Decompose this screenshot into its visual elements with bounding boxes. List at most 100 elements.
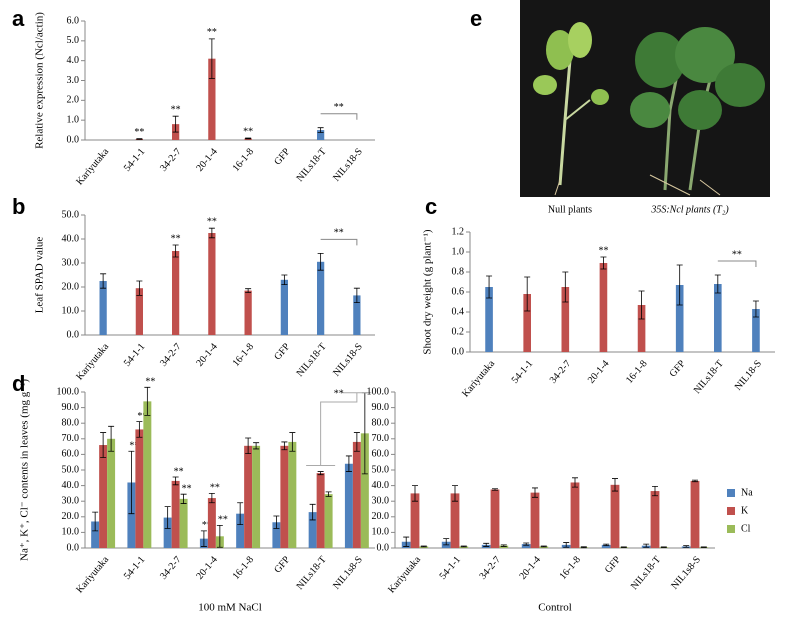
error-bar	[208, 227, 215, 239]
photo-caption: 35S:Ncl plants (T₂)	[650, 204, 729, 215]
error-bar	[345, 455, 352, 472]
error-bar	[452, 485, 458, 502]
error-bar	[460, 545, 467, 548]
y-tick-label: 70.0	[372, 433, 390, 444]
bar	[163, 517, 172, 548]
bar	[530, 492, 540, 548]
error-bar	[100, 432, 107, 458]
error-bar	[164, 506, 171, 529]
y-tick-label: 1.2	[452, 226, 465, 237]
error-bar	[216, 524, 223, 548]
y-tick-label: 50.0	[62, 209, 80, 220]
bar	[244, 290, 252, 335]
error-bar	[237, 502, 244, 525]
bar	[561, 287, 570, 352]
bar	[272, 522, 281, 548]
significance-label: **	[598, 245, 608, 256]
bar	[610, 484, 620, 548]
error-bar	[420, 545, 427, 548]
bar	[91, 521, 100, 548]
significance-label: **	[129, 441, 139, 452]
error-bar	[144, 386, 151, 416]
y-axis-label: Na⁺, K⁺, Cl⁻ contents in leaves (mg g⁻¹)	[19, 379, 31, 561]
error-bar	[136, 280, 143, 296]
legend-label: Na	[741, 487, 753, 498]
significance-label: **	[174, 466, 184, 477]
error-bar	[100, 273, 107, 289]
error-bar	[136, 421, 143, 438]
error-bar	[524, 276, 531, 312]
y-tick-label: 30.0	[372, 495, 390, 506]
y-tick-label: 40.0	[62, 233, 80, 244]
y-tick-label: 40.0	[62, 480, 80, 491]
significance-label: **	[210, 483, 220, 494]
y-tick-label: 10.0	[62, 527, 80, 538]
bar	[601, 544, 611, 548]
error-bar	[563, 542, 570, 548]
bar	[127, 482, 136, 548]
y-tick-label: 90.0	[372, 402, 390, 413]
y-tick-label: 0.0	[452, 346, 465, 357]
significance-label: **	[182, 483, 192, 494]
y-tick-label: 5.0	[67, 35, 80, 46]
error-bar	[492, 488, 498, 491]
y-tick-label: 20.0	[62, 511, 80, 522]
error-bar	[273, 515, 280, 529]
error-bar	[612, 478, 618, 492]
x-tick-label: 16-1-8	[231, 554, 257, 582]
error-bar	[660, 546, 667, 548]
x-tick-label: Kariyutaka	[460, 358, 497, 400]
significance-label: **	[732, 249, 742, 260]
significance-label: **	[243, 126, 253, 137]
bar	[280, 445, 289, 548]
error-bar	[714, 274, 721, 294]
error-bar	[683, 545, 690, 548]
x-tick-label: 16-1-8	[624, 358, 650, 386]
y-axis-label: Relative expression (Ncl/actin)	[34, 12, 46, 149]
x-tick-label: 34-2-7	[158, 146, 184, 174]
error-bar	[523, 542, 530, 546]
error-bar	[752, 300, 759, 318]
x-tick-label: NILs18-T	[295, 341, 329, 379]
bar	[99, 281, 107, 335]
x-tick-label: NILs18-T	[295, 146, 329, 184]
error-bar	[700, 546, 707, 548]
x-tick-label: Kariyutaka	[74, 554, 111, 596]
y-tick-label: 0.0	[67, 542, 80, 553]
error-bar	[108, 425, 115, 452]
y-tick-label: 60.0	[372, 449, 390, 460]
x-tick-label: NILs18-T	[692, 358, 726, 396]
bar	[570, 482, 580, 548]
y-tick-label: 50.0	[372, 464, 390, 475]
error-bar	[289, 432, 296, 452]
y-tick-label: 1.0	[452, 246, 465, 257]
y-tick-label: 0.0	[67, 329, 80, 340]
bar	[410, 493, 420, 548]
y-tick-label: 10.0	[372, 527, 390, 538]
y-tick-label: 2.0	[67, 95, 80, 106]
error-bar	[172, 115, 179, 133]
significance-label: **	[334, 228, 344, 239]
bar	[208, 233, 216, 335]
bar	[637, 305, 646, 352]
error-bar	[309, 503, 316, 521]
error-bar	[208, 38, 215, 79]
x-tick-label: NILs18-T	[295, 554, 329, 592]
bar	[207, 498, 216, 548]
bar	[690, 480, 700, 548]
y-tick-label: 10.0	[62, 305, 80, 316]
legend-swatch	[727, 489, 735, 497]
error-bar	[540, 545, 547, 548]
x-tick-label: GFP	[272, 341, 293, 362]
x-tick-label: 34-2-7	[477, 554, 503, 582]
legend-swatch	[727, 507, 735, 515]
significance-label: **	[137, 411, 147, 422]
error-bar	[353, 432, 360, 452]
y-tick-label: 30.0	[62, 495, 80, 506]
bar	[172, 251, 180, 335]
panel-letter: d	[12, 371, 25, 396]
y-tick-label: 70.0	[62, 433, 80, 444]
significance-label: **	[145, 377, 155, 388]
bar	[317, 261, 325, 335]
bar	[599, 263, 608, 352]
